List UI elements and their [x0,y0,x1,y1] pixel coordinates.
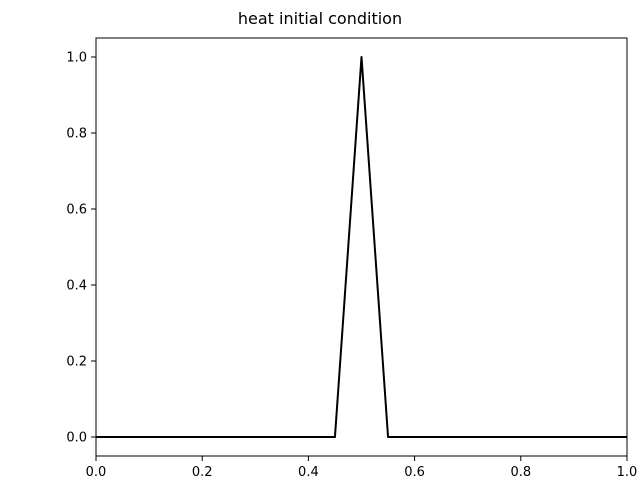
y-tick-label: 0.8 [66,127,87,142]
x-tick-label: 0.4 [298,465,319,480]
series-layer [96,56,627,438]
x-tick-label: 0.8 [510,465,531,480]
x-tick-label: 0.2 [192,465,213,480]
y-tick-label: 0.4 [66,279,87,294]
plot-area [95,37,628,457]
x-tick-label: 1.0 [617,465,638,480]
y-tick-label: 0.6 [66,203,87,218]
chart-title: heat initial condition [238,9,402,28]
x-axis: 0.0 0.2 0.4 0.6 0.8 1.0 [86,456,638,480]
y-tick-label: 0.2 [66,355,87,370]
axes-frame [95,37,628,457]
series-line-0 [96,56,627,438]
x-tick-label: 0.0 [86,465,107,480]
x-tick-label: 0.6 [404,465,425,480]
y-axis: 0.0 0.2 0.4 0.6 0.8 1.0 [66,51,96,446]
y-tick-label: 1.0 [66,51,87,66]
y-tick-label: 0.0 [66,431,87,446]
